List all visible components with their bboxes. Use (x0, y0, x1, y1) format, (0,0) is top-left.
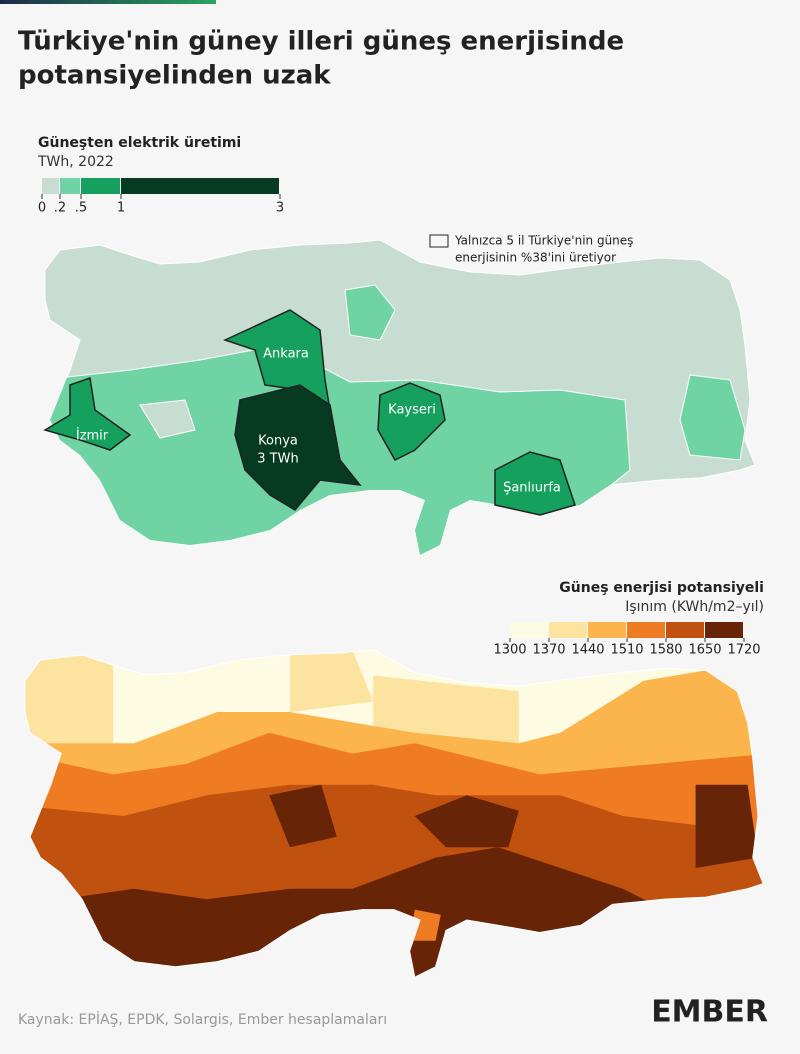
country-outline (24, 649, 764, 978)
legend-tick-label: 1720 (727, 643, 760, 658)
logo: EMBER (651, 995, 768, 1030)
legend-swatch (510, 622, 548, 638)
top-bar (0, 0, 216, 4)
legend-tick-label: 0 (38, 201, 46, 216)
legend-tick-label: 1440 (571, 643, 604, 658)
legend-title: Güneş enerjisi potansiyeli (559, 580, 764, 596)
map-production: Ankara İzmir Kayseri Şanlıurfa Konya 3 TWh (43, 239, 756, 556)
legend-title: Güneşten elektrik üretimi (38, 135, 241, 151)
province-label: Ankara (263, 347, 309, 362)
source: Kaynak: EPİAŞ, EPDK, Solargis, Ember hes… (18, 1010, 387, 1028)
province (234, 384, 362, 511)
region-light (139, 399, 196, 439)
region (414, 795, 519, 848)
legend-tick-label: .2 (54, 201, 66, 216)
legend-tick-label: 1300 (493, 643, 526, 658)
annotation: enerjisinin %38'ini üretiyor (455, 251, 616, 265)
region (289, 649, 374, 712)
annotation-box (429, 234, 449, 248)
legend-tick-label: 1510 (610, 643, 643, 658)
legend-swatch (81, 178, 120, 194)
province-label: Kayseri (388, 403, 436, 418)
legend-tick-label: 1 (117, 201, 125, 216)
legend-tick-label: 1650 (688, 643, 721, 658)
province-label: Şanlıurfa (503, 481, 561, 496)
region (409, 909, 441, 941)
legend-unit: Işınım (KWh/m2–yıl) (625, 599, 764, 615)
legend-swatch (588, 622, 626, 638)
region (269, 784, 337, 848)
legend-swatch (42, 178, 59, 194)
title: potansiyelinden uzak (18, 61, 331, 91)
legend-unit: TWh, 2022 (37, 154, 114, 170)
legend: 1300 1370 1440 1510 1580 1650 1720 (493, 622, 761, 658)
legend: 0 .2 .5 1 3 (38, 178, 284, 216)
region-medium (679, 374, 746, 461)
legend-tick-label: 1580 (649, 643, 682, 658)
province-label: İzmir (76, 428, 109, 444)
province-value: 3 TWh (257, 452, 298, 467)
province (494, 451, 576, 516)
province (43, 376, 132, 451)
legend-swatch (60, 178, 80, 194)
legend-tick-label: 3 (276, 201, 284, 216)
legend-tick-label: .5 (75, 201, 87, 216)
legend-swatch (121, 178, 279, 194)
province-label: Konya (258, 434, 298, 449)
region (24, 649, 114, 744)
region-medium (344, 284, 396, 341)
province (377, 382, 446, 461)
legend-swatch (705, 622, 743, 638)
legend-tick-label: 1370 (532, 643, 565, 658)
legend-swatch (549, 622, 587, 638)
region (695, 784, 758, 868)
region (373, 675, 519, 744)
annotation: Yalnızca 5 il Türkiye'nin güneş (454, 234, 633, 248)
title: Türkiye'nin güney illeri güneş enerjisin… (18, 27, 624, 57)
legend-swatch (627, 622, 665, 638)
map-potential (24, 649, 764, 978)
legend-swatch (666, 622, 704, 638)
